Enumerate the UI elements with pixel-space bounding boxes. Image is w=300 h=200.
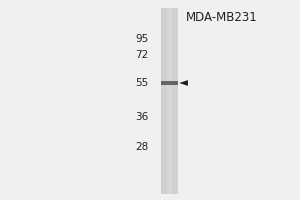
Bar [167,8,172,194]
Bar [161,81,178,85]
Text: 72: 72 [135,50,148,60]
Text: MDA-MB231: MDA-MB231 [186,11,258,24]
Polygon shape [179,80,188,86]
Bar [161,8,178,194]
Text: 55: 55 [135,78,148,88]
Text: 36: 36 [135,112,148,122]
Text: 28: 28 [135,142,148,152]
Text: 95: 95 [135,34,148,44]
